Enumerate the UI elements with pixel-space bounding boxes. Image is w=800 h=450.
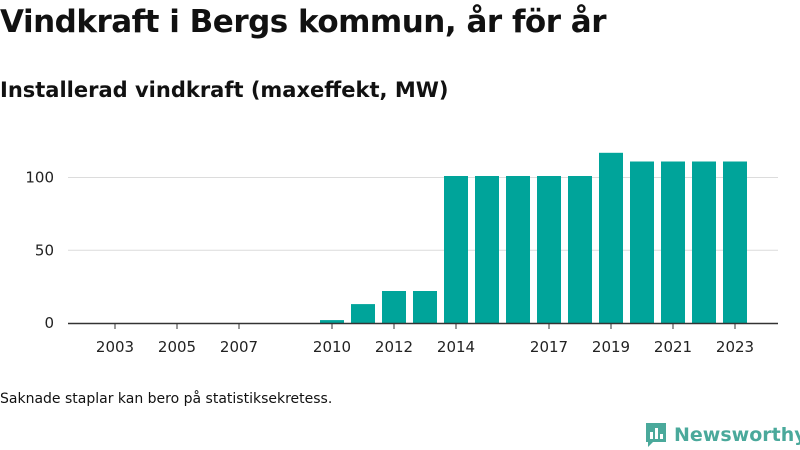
y-tick-label-100: 100 bbox=[25, 169, 54, 187]
bar-2018 bbox=[568, 176, 592, 323]
x-axis bbox=[68, 322, 778, 329]
bar-2010 bbox=[320, 320, 344, 323]
x-tick-label-2007: 2007 bbox=[220, 338, 258, 356]
bar-2016 bbox=[506, 176, 530, 323]
bar-2020 bbox=[630, 161, 654, 323]
footnote: Saknade staplar kan bero på statistiksek… bbox=[0, 391, 333, 407]
bar-2022 bbox=[692, 161, 716, 323]
bar-2019 bbox=[599, 152, 623, 323]
x-tick-label-2003: 2003 bbox=[96, 338, 134, 356]
x-tick-label-2010: 2010 bbox=[313, 338, 351, 356]
brand[interactable]: Newsworthy bbox=[644, 421, 800, 449]
bar-2015 bbox=[475, 176, 499, 323]
bar-2021 bbox=[661, 161, 685, 323]
bar-2023 bbox=[723, 161, 747, 323]
x-tick-label-2012: 2012 bbox=[375, 338, 413, 356]
newsworthy-logo-icon bbox=[646, 423, 666, 447]
x-tick-label-2023: 2023 bbox=[716, 338, 754, 356]
chart-subtitle: Installerad vindkraft (maxeffekt, MW) bbox=[0, 78, 449, 102]
x-axis-labels: 2003 2005 2007 2010 2012 2014 2017 2019 2021 2023 bbox=[96, 338, 754, 356]
y-tick-label-0: 0 bbox=[44, 314, 54, 332]
grid-lines bbox=[68, 177, 778, 251]
y-tick-label-50: 50 bbox=[35, 241, 54, 259]
x-tick-label-2019: 2019 bbox=[592, 338, 630, 356]
bar-2017 bbox=[537, 176, 561, 323]
bar-2013 bbox=[413, 291, 437, 323]
bar-2012 bbox=[382, 291, 406, 323]
x-tick-label-2021: 2021 bbox=[654, 338, 692, 356]
bar-2011 bbox=[351, 304, 375, 323]
chart-title: Vindkraft i Bergs kommun, år för år bbox=[0, 4, 607, 40]
x-tick-label-2017: 2017 bbox=[530, 338, 568, 356]
bar-2014 bbox=[444, 176, 468, 323]
brand-name: Newsworthy bbox=[674, 424, 800, 446]
y-axis-labels: 0 50 100 bbox=[25, 169, 54, 333]
x-tick-label-2014: 2014 bbox=[437, 338, 475, 356]
x-tick-label-2005: 2005 bbox=[158, 338, 196, 356]
bars bbox=[320, 152, 747, 323]
